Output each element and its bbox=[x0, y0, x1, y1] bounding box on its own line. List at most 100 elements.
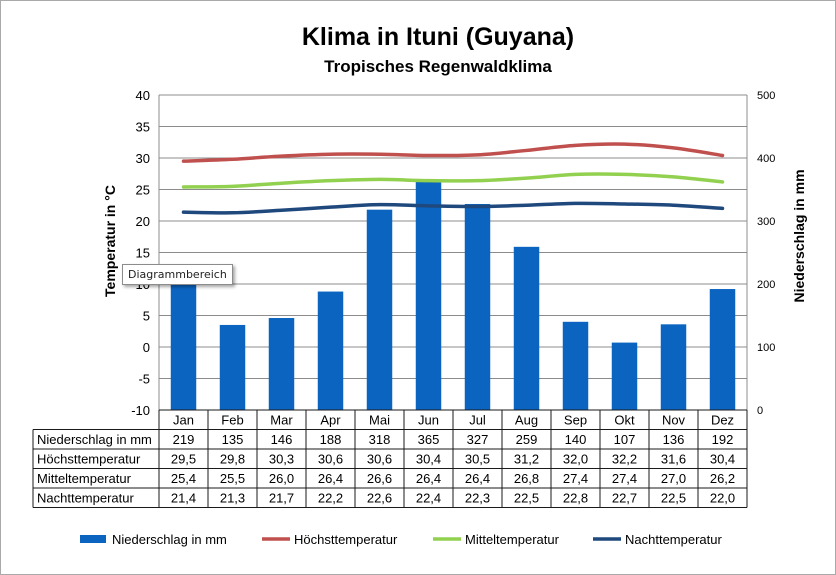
legend-swatch-bar bbox=[80, 535, 106, 543]
right-axis-title: Niederschlag in mm bbox=[791, 169, 807, 302]
month-label: Apr bbox=[320, 413, 341, 428]
bar-apr bbox=[317, 291, 344, 410]
chart-subtitle: Tropisches Regenwaldklima bbox=[324, 57, 552, 76]
gridlines bbox=[159, 94, 747, 411]
table-cell: 26,2 bbox=[710, 471, 735, 486]
left-tick-label: -5 bbox=[138, 372, 150, 387]
bar-mar bbox=[268, 318, 295, 410]
table-cell: 32,2 bbox=[612, 452, 637, 467]
table-row-label: Höchsttemperatur bbox=[37, 452, 141, 467]
bar-feb bbox=[219, 324, 246, 410]
right-tick-label: 500 bbox=[757, 90, 775, 102]
table-cell: 22,4 bbox=[416, 491, 441, 506]
month-label: Jul bbox=[469, 413, 486, 428]
table-cell: 22,5 bbox=[514, 491, 539, 506]
table-cell: 27,0 bbox=[661, 471, 686, 486]
right-tick-label: 300 bbox=[757, 216, 775, 228]
month-label: Mai bbox=[369, 413, 390, 428]
table-cell: 327 bbox=[467, 432, 489, 447]
bar-jun bbox=[415, 180, 442, 410]
bar-okt bbox=[611, 342, 638, 410]
bar-jan bbox=[170, 272, 197, 410]
month-label: Mar bbox=[270, 413, 293, 428]
line-h-chsttemperatur bbox=[181, 142, 725, 163]
table-cell: 22,0 bbox=[710, 491, 735, 506]
table-cell: 21,4 bbox=[171, 491, 196, 506]
table-cell: 22,2 bbox=[318, 491, 343, 506]
chart-title: Klima in Ituni (Guyana) bbox=[302, 23, 574, 51]
precipitation-bars bbox=[170, 180, 736, 410]
table-cell: 25,5 bbox=[220, 471, 245, 486]
month-label: Sep bbox=[564, 413, 587, 428]
temperature-lines bbox=[181, 142, 725, 215]
right-tick-label: 0 bbox=[757, 405, 763, 417]
table-cell: 26,4 bbox=[318, 471, 343, 486]
table-cell: 22,8 bbox=[563, 491, 588, 506]
left-tick-label: 25 bbox=[136, 183, 150, 198]
bar-sep bbox=[562, 321, 589, 410]
table-cell: 21,3 bbox=[220, 491, 245, 506]
line-nachttemperatur bbox=[181, 201, 725, 215]
left-axis-ticks: 4035302520151050-5-10 bbox=[131, 88, 150, 418]
table-cell: 31,6 bbox=[661, 452, 686, 467]
right-axis-ticks: 500 400 300 200 100 0 bbox=[757, 90, 775, 417]
table-cell: 22,3 bbox=[465, 491, 490, 506]
axes bbox=[158, 95, 748, 410]
line-mitteltemperatur bbox=[181, 172, 725, 189]
table-cell: 27,4 bbox=[612, 471, 637, 486]
table-cell: 22,6 bbox=[367, 491, 392, 506]
legend-label: Mitteltemperatur bbox=[465, 532, 560, 547]
table-cell: 26,6 bbox=[367, 471, 392, 486]
month-label: Okt bbox=[614, 413, 635, 428]
table-cell: 318 bbox=[369, 432, 391, 447]
bar-aug bbox=[513, 246, 540, 410]
table-cell: 135 bbox=[222, 432, 244, 447]
table-cell: 219 bbox=[173, 432, 195, 447]
table-cell: 30,6 bbox=[367, 452, 392, 467]
left-tick-label: -10 bbox=[131, 403, 150, 418]
left-tick-label: 40 bbox=[136, 88, 150, 103]
table-cell: 29,5 bbox=[171, 452, 196, 467]
table-cell: 26,0 bbox=[269, 471, 294, 486]
table-cell: 192 bbox=[712, 432, 734, 447]
chart-area-tooltip: Diagrammbereich bbox=[122, 264, 233, 285]
table-cell: 30,4 bbox=[710, 452, 735, 467]
bar-nov bbox=[660, 324, 687, 410]
table-cell: 136 bbox=[663, 432, 685, 447]
plot-area[interactable] bbox=[158, 94, 748, 411]
right-tick-label: 200 bbox=[757, 279, 775, 291]
table-cell: 30,3 bbox=[269, 452, 294, 467]
table-cell: 140 bbox=[565, 432, 587, 447]
left-tick-label: 0 bbox=[143, 340, 150, 355]
table-cell: 22,7 bbox=[612, 491, 637, 506]
table-row-label: Nachttemperatur bbox=[37, 491, 134, 506]
data-table: Jan Feb Mar Apr Mai Jun Jul Aug Sep Okt Nov Dez Nied… bbox=[32, 409, 748, 508]
month-label: Feb bbox=[221, 413, 243, 428]
bar-mai bbox=[366, 209, 393, 410]
table-cell: 21,7 bbox=[269, 491, 294, 506]
table-cell: 107 bbox=[614, 432, 636, 447]
table-cell: 188 bbox=[320, 432, 342, 447]
table-cell: 30,5 bbox=[465, 452, 490, 467]
table-cell: 26,8 bbox=[514, 471, 539, 486]
left-tick-label: 5 bbox=[143, 309, 150, 324]
table-cell: 30,6 bbox=[318, 452, 343, 467]
left-tick-label: 15 bbox=[136, 246, 150, 261]
legend: Niederschlag in mm Höchsttemperatur Mittel… bbox=[80, 532, 722, 547]
right-tick-label: 100 bbox=[757, 342, 775, 354]
table-cell: 26,4 bbox=[465, 471, 490, 486]
table-cell: 30,4 bbox=[416, 452, 441, 467]
legend-label: Nachttemperatur bbox=[625, 532, 722, 547]
legend-label: Niederschlag in mm bbox=[112, 532, 227, 547]
month-label: Dez bbox=[711, 413, 734, 428]
left-axis-title: Temperatur in °C bbox=[102, 185, 118, 297]
table-cell: 26,4 bbox=[416, 471, 441, 486]
table-row-label: Niederschlag in mm bbox=[37, 432, 152, 447]
month-label: Aug bbox=[515, 413, 538, 428]
table-cell: 25,4 bbox=[171, 471, 196, 486]
left-tick-label: 35 bbox=[136, 120, 150, 135]
table-cell: 22,5 bbox=[661, 491, 686, 506]
month-label: Nov bbox=[662, 413, 686, 428]
legend-label: Höchsttemperatur bbox=[294, 532, 398, 547]
